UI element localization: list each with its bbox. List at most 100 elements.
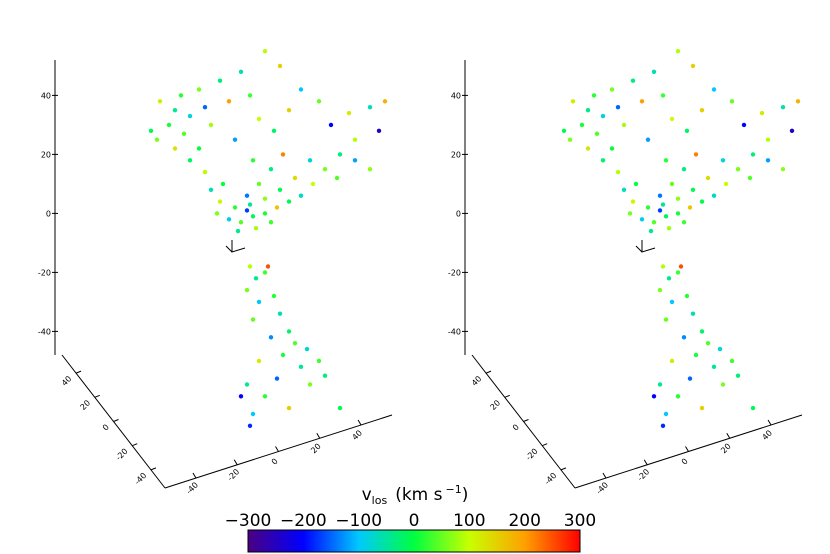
x-tick <box>316 432 321 439</box>
star-point <box>286 329 292 334</box>
star-point <box>232 205 238 210</box>
star-point <box>660 264 666 269</box>
star-point <box>148 128 154 133</box>
star-point <box>663 317 669 322</box>
star-point <box>630 199 636 204</box>
star-point <box>247 202 253 207</box>
star-point <box>615 169 621 175</box>
star-point <box>271 293 277 299</box>
colorbar-tick-label: −100 <box>335 511 382 531</box>
star-point <box>780 105 786 110</box>
star-point <box>660 93 666 98</box>
star-point <box>172 146 178 151</box>
colorbar-tick-label: 100 <box>453 511 485 531</box>
z-tick-label: 20 <box>451 150 461 159</box>
star-point <box>262 48 268 54</box>
star-point <box>600 158 606 163</box>
star-point <box>322 166 328 172</box>
star-point <box>304 346 310 352</box>
x-tick <box>233 459 238 466</box>
star-point <box>675 196 681 201</box>
star-point <box>274 205 280 210</box>
star-point <box>741 122 747 128</box>
z-tick-label: -40 <box>38 327 51 336</box>
star-point <box>244 193 250 198</box>
x-tick <box>726 432 731 439</box>
star-point <box>262 196 268 201</box>
y-tick <box>132 443 138 447</box>
star-point <box>663 411 669 417</box>
star-point <box>579 122 585 128</box>
x-tick-label: 0 <box>270 457 280 467</box>
star-point <box>277 311 283 316</box>
star-point <box>277 187 283 192</box>
star-point <box>681 220 687 225</box>
star-point <box>226 217 232 222</box>
colorbar-tick-label: 0 <box>409 511 420 531</box>
colorbar-tick-label: −200 <box>280 511 327 531</box>
origin-tripod <box>635 240 656 253</box>
star-point <box>690 311 696 316</box>
star-point <box>789 128 795 133</box>
star-point <box>250 158 256 163</box>
star-point <box>729 358 735 364</box>
star-point <box>337 152 343 157</box>
star-point <box>567 137 573 142</box>
star-point <box>639 217 645 222</box>
star-point <box>265 264 271 269</box>
star-point <box>214 211 220 216</box>
star-point <box>280 352 286 358</box>
x-tick <box>685 446 689 452</box>
x-tick <box>357 419 362 426</box>
star-point <box>286 199 292 204</box>
star-point <box>750 152 756 157</box>
symbol: v <box>362 485 372 505</box>
star-point <box>594 131 600 136</box>
star-point <box>181 131 187 136</box>
star-point <box>244 382 250 387</box>
star-point <box>244 208 250 213</box>
star-point <box>256 358 262 364</box>
star-point <box>669 358 675 364</box>
star-point <box>711 87 717 92</box>
star-point <box>648 228 654 234</box>
star-point <box>217 199 223 204</box>
star-point <box>328 122 334 128</box>
star-point <box>705 175 711 181</box>
star-point <box>187 113 193 119</box>
star-point <box>711 193 717 198</box>
star-point <box>693 152 699 157</box>
star-point <box>666 225 672 231</box>
star-point <box>352 137 358 142</box>
star-point <box>765 158 771 163</box>
star-point <box>621 122 627 128</box>
x-tick-label: 40 <box>350 428 364 442</box>
star-point <box>639 99 645 104</box>
star-point <box>729 99 735 104</box>
star-point <box>666 276 672 281</box>
star-point <box>681 166 687 172</box>
star-point <box>780 166 786 172</box>
star-point <box>244 287 250 293</box>
star-point <box>208 187 214 192</box>
star-point <box>693 352 699 358</box>
star-point <box>705 341 711 346</box>
z-tick-label: -20 <box>448 268 461 277</box>
star-point <box>262 270 268 275</box>
star-point <box>277 63 283 69</box>
star-point <box>600 113 606 119</box>
z-tick-label: 40 <box>41 91 51 100</box>
y-tick <box>75 370 82 374</box>
star-point <box>220 181 226 187</box>
star-point <box>298 364 304 369</box>
x-tick-label: -40 <box>594 480 610 496</box>
star-point <box>669 299 675 305</box>
y-tick <box>523 419 529 422</box>
star-point <box>367 166 373 172</box>
y-tick-label: -40 <box>133 471 149 487</box>
star-point <box>286 107 292 113</box>
colorbar-tick-label: 300 <box>564 511 596 531</box>
star-point <box>609 146 615 151</box>
